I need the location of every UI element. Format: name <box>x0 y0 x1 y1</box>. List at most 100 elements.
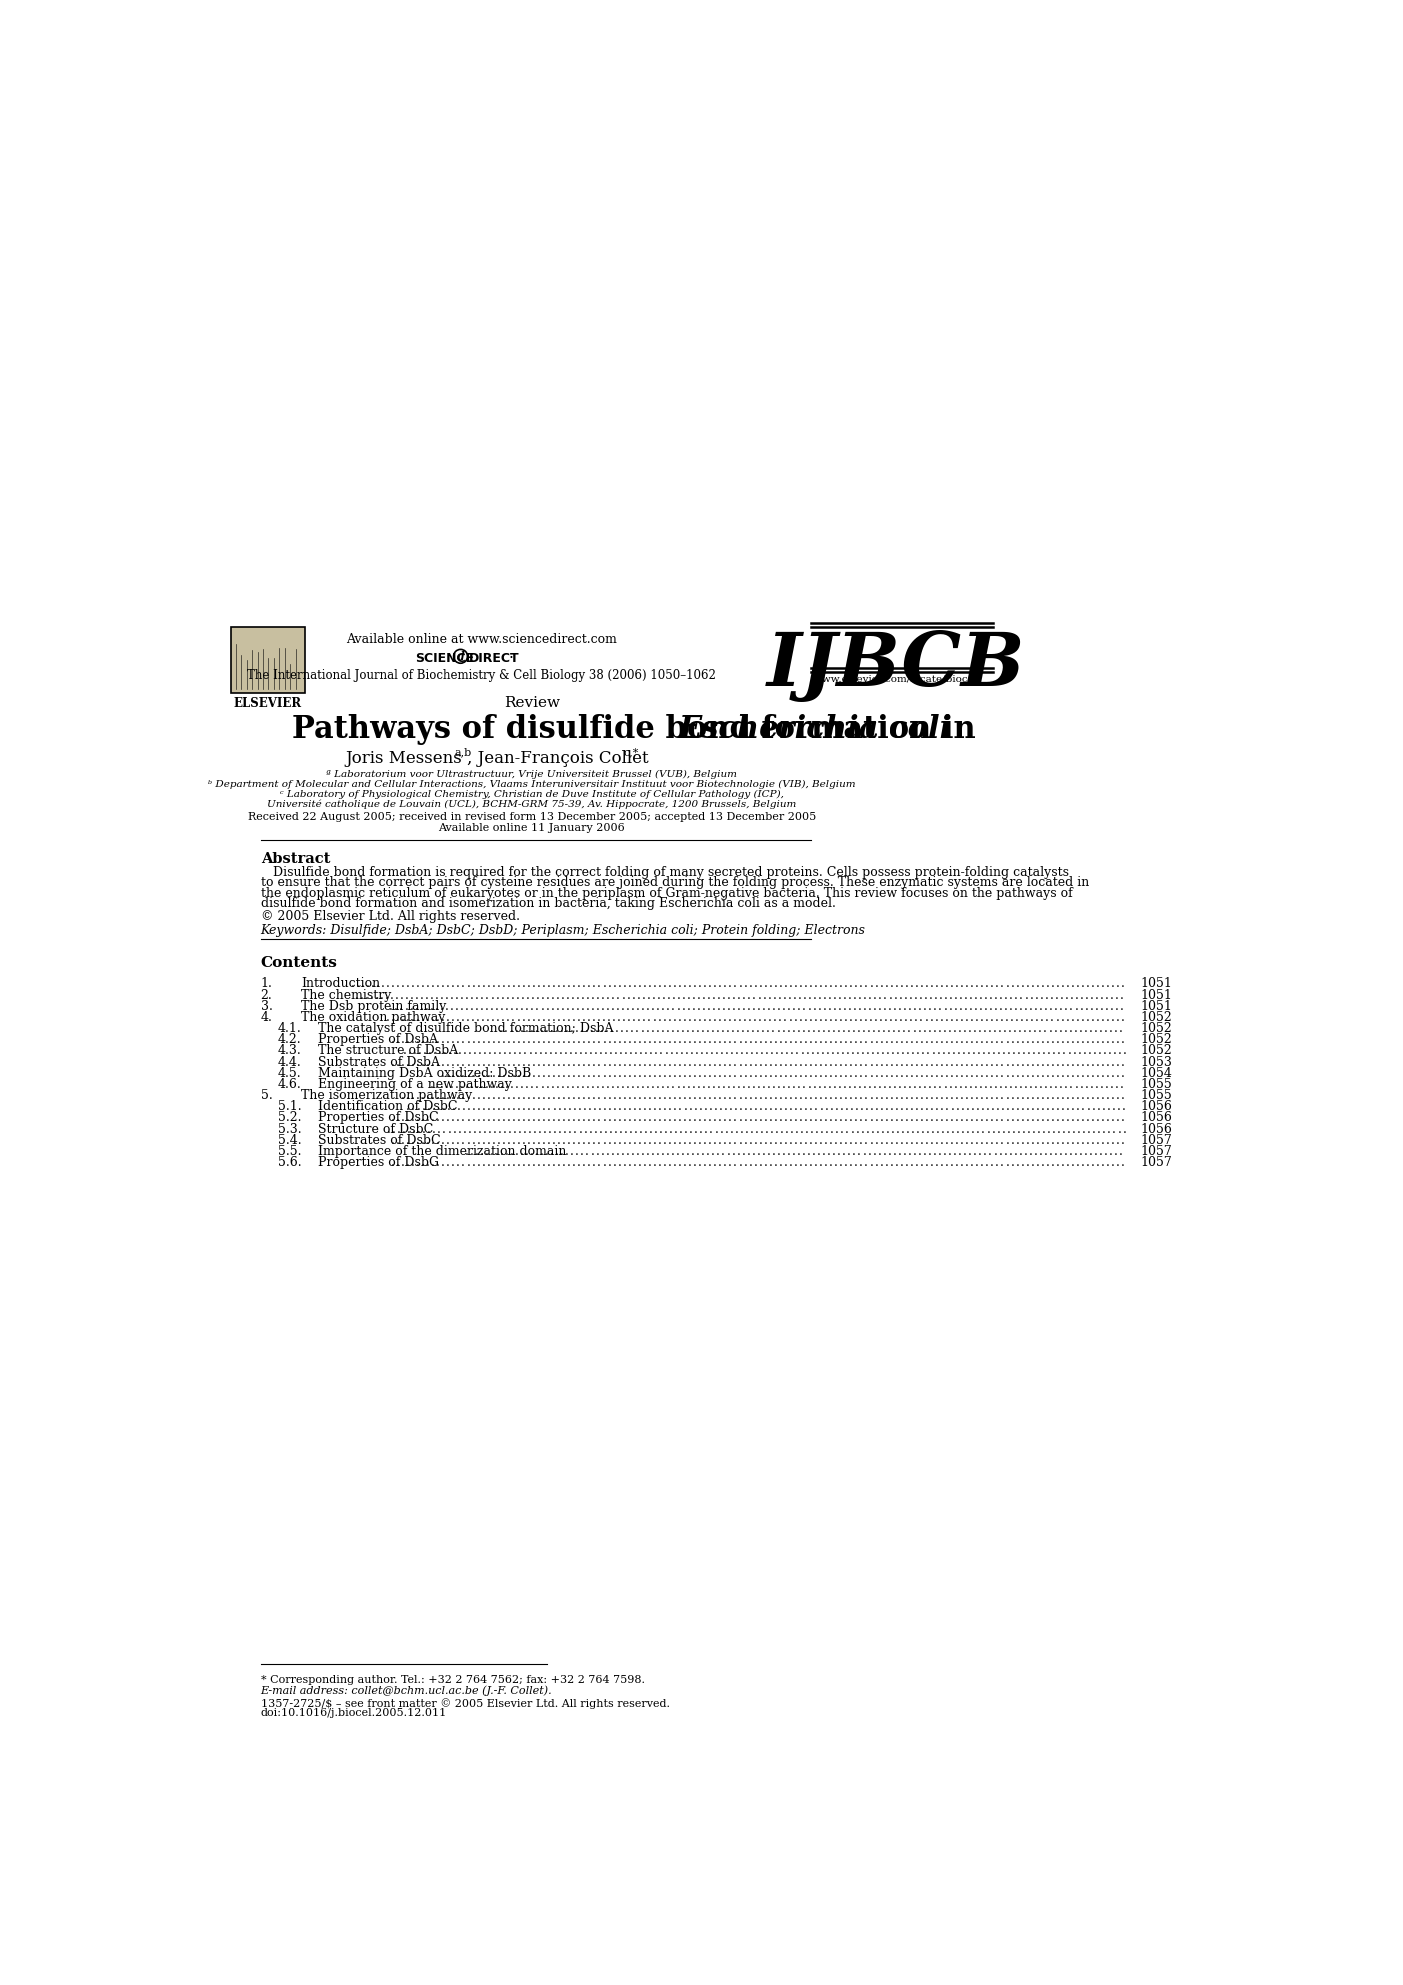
Text: .: . <box>623 1090 626 1102</box>
Text: .: . <box>658 1133 662 1147</box>
Text: .: . <box>592 1066 596 1080</box>
Text: .: . <box>842 1022 846 1034</box>
Text: .: . <box>401 1133 405 1147</box>
Text: .: . <box>824 1155 828 1169</box>
Text: .: . <box>550 1145 554 1157</box>
Text: .: . <box>960 977 964 991</box>
Text: .: . <box>974 1000 978 1012</box>
Text: .: . <box>651 1022 654 1034</box>
Text: .: . <box>657 1000 661 1012</box>
Text: .: . <box>946 977 948 991</box>
Text: .: . <box>427 1090 429 1102</box>
Text: .: . <box>1005 989 1009 1002</box>
Text: .: . <box>401 1155 405 1169</box>
Text: .: . <box>693 1155 697 1169</box>
Text: .: . <box>650 1044 654 1058</box>
Text: .: . <box>1021 1044 1026 1058</box>
Text: .: . <box>535 1022 539 1034</box>
Text: .: . <box>391 1155 394 1169</box>
Text: .: . <box>470 1000 474 1012</box>
Text: .: . <box>693 1010 696 1024</box>
Text: .: . <box>911 1044 915 1058</box>
Text: .: . <box>626 1145 630 1157</box>
Text: .: . <box>572 1034 577 1046</box>
Text: .: . <box>933 1078 937 1092</box>
Text: .: . <box>927 1022 932 1034</box>
Text: the endoplasmic reticulum of eukaryotes or in the periplasm of Gram-negative bac: the endoplasmic reticulum of eukaryotes … <box>261 887 1072 899</box>
Text: .: . <box>985 1090 989 1102</box>
Text: .: . <box>1035 1034 1040 1046</box>
Text: .: . <box>948 1145 951 1157</box>
Text: .: . <box>523 1044 528 1058</box>
Text: .: . <box>870 1155 873 1169</box>
Text: .: . <box>540 989 544 1002</box>
Text: .: . <box>961 1044 965 1058</box>
Text: .: . <box>894 989 898 1002</box>
Text: .: . <box>567 1066 571 1080</box>
Text: .: . <box>668 1066 672 1080</box>
Text: .: . <box>1111 977 1115 991</box>
Text: .: . <box>696 1022 700 1034</box>
Text: .: . <box>1027 1124 1031 1135</box>
Text: .: . <box>470 989 474 1002</box>
Text: .: . <box>421 1112 425 1124</box>
Text: .: . <box>521 1000 525 1012</box>
Text: .: . <box>1099 1022 1103 1034</box>
Text: .: . <box>547 1112 551 1124</box>
Text: .: . <box>678 1034 682 1046</box>
Text: .: . <box>946 1056 948 1068</box>
Text: .: . <box>506 1066 511 1080</box>
Text: .: . <box>1013 1022 1017 1034</box>
Text: .: . <box>895 1133 898 1147</box>
Text: .: . <box>676 1022 679 1034</box>
Text: .: . <box>477 1155 480 1169</box>
Text: .: . <box>627 1066 631 1080</box>
Text: .: . <box>1092 977 1094 991</box>
Text: .: . <box>769 1112 773 1124</box>
Text: .: . <box>753 1056 758 1068</box>
Text: .: . <box>822 1145 826 1157</box>
Text: .: . <box>868 1000 871 1012</box>
Text: .: . <box>870 1112 873 1124</box>
Text: .: . <box>1076 1056 1080 1068</box>
Text: .: . <box>1002 1044 1006 1058</box>
Text: .: . <box>1016 1155 1020 1169</box>
Text: .: . <box>798 989 801 1002</box>
Text: .: . <box>777 989 781 1002</box>
Text: .: . <box>850 1124 854 1135</box>
Text: Importance of the dimerization domain: Importance of the dimerization domain <box>318 1145 567 1157</box>
Text: .: . <box>796 1044 800 1058</box>
Text: .: . <box>954 1000 957 1012</box>
Text: .: . <box>890 1133 894 1147</box>
Text: .: . <box>788 1010 793 1024</box>
Text: .: . <box>818 1010 822 1024</box>
Text: .: . <box>899 1010 904 1024</box>
Text: .: . <box>1028 1022 1033 1034</box>
Text: Properties of DsbA: Properties of DsbA <box>318 1034 438 1046</box>
Text: .: . <box>1110 1078 1114 1092</box>
Text: .: . <box>714 1124 718 1135</box>
Text: .: . <box>1117 1155 1120 1169</box>
Text: .: . <box>735 1124 738 1135</box>
Text: .: . <box>704 1124 709 1135</box>
Text: .: . <box>964 1000 968 1012</box>
Text: .: . <box>936 1124 940 1135</box>
Text: .: . <box>431 1090 435 1102</box>
Text: .: . <box>592 1056 596 1068</box>
Text: .: . <box>738 1010 742 1024</box>
Text: .: . <box>471 1133 476 1147</box>
Text: .: . <box>807 1000 811 1012</box>
Text: .: . <box>810 1155 812 1169</box>
Text: .: . <box>718 1112 723 1124</box>
Text: .: . <box>571 1078 574 1092</box>
Text: .: . <box>749 1100 753 1114</box>
Text: .: . <box>462 1034 466 1046</box>
Text: .: . <box>455 989 459 1002</box>
Text: Maintaining DsbA oxidized: DsbB: Maintaining DsbA oxidized: DsbB <box>318 1066 532 1080</box>
Text: .: . <box>557 1010 561 1024</box>
Text: .: . <box>1024 989 1028 1002</box>
Text: .: . <box>755 1124 759 1135</box>
Text: .: . <box>613 1066 616 1080</box>
Text: .: . <box>810 1133 812 1147</box>
Text: .: . <box>998 1044 1000 1058</box>
